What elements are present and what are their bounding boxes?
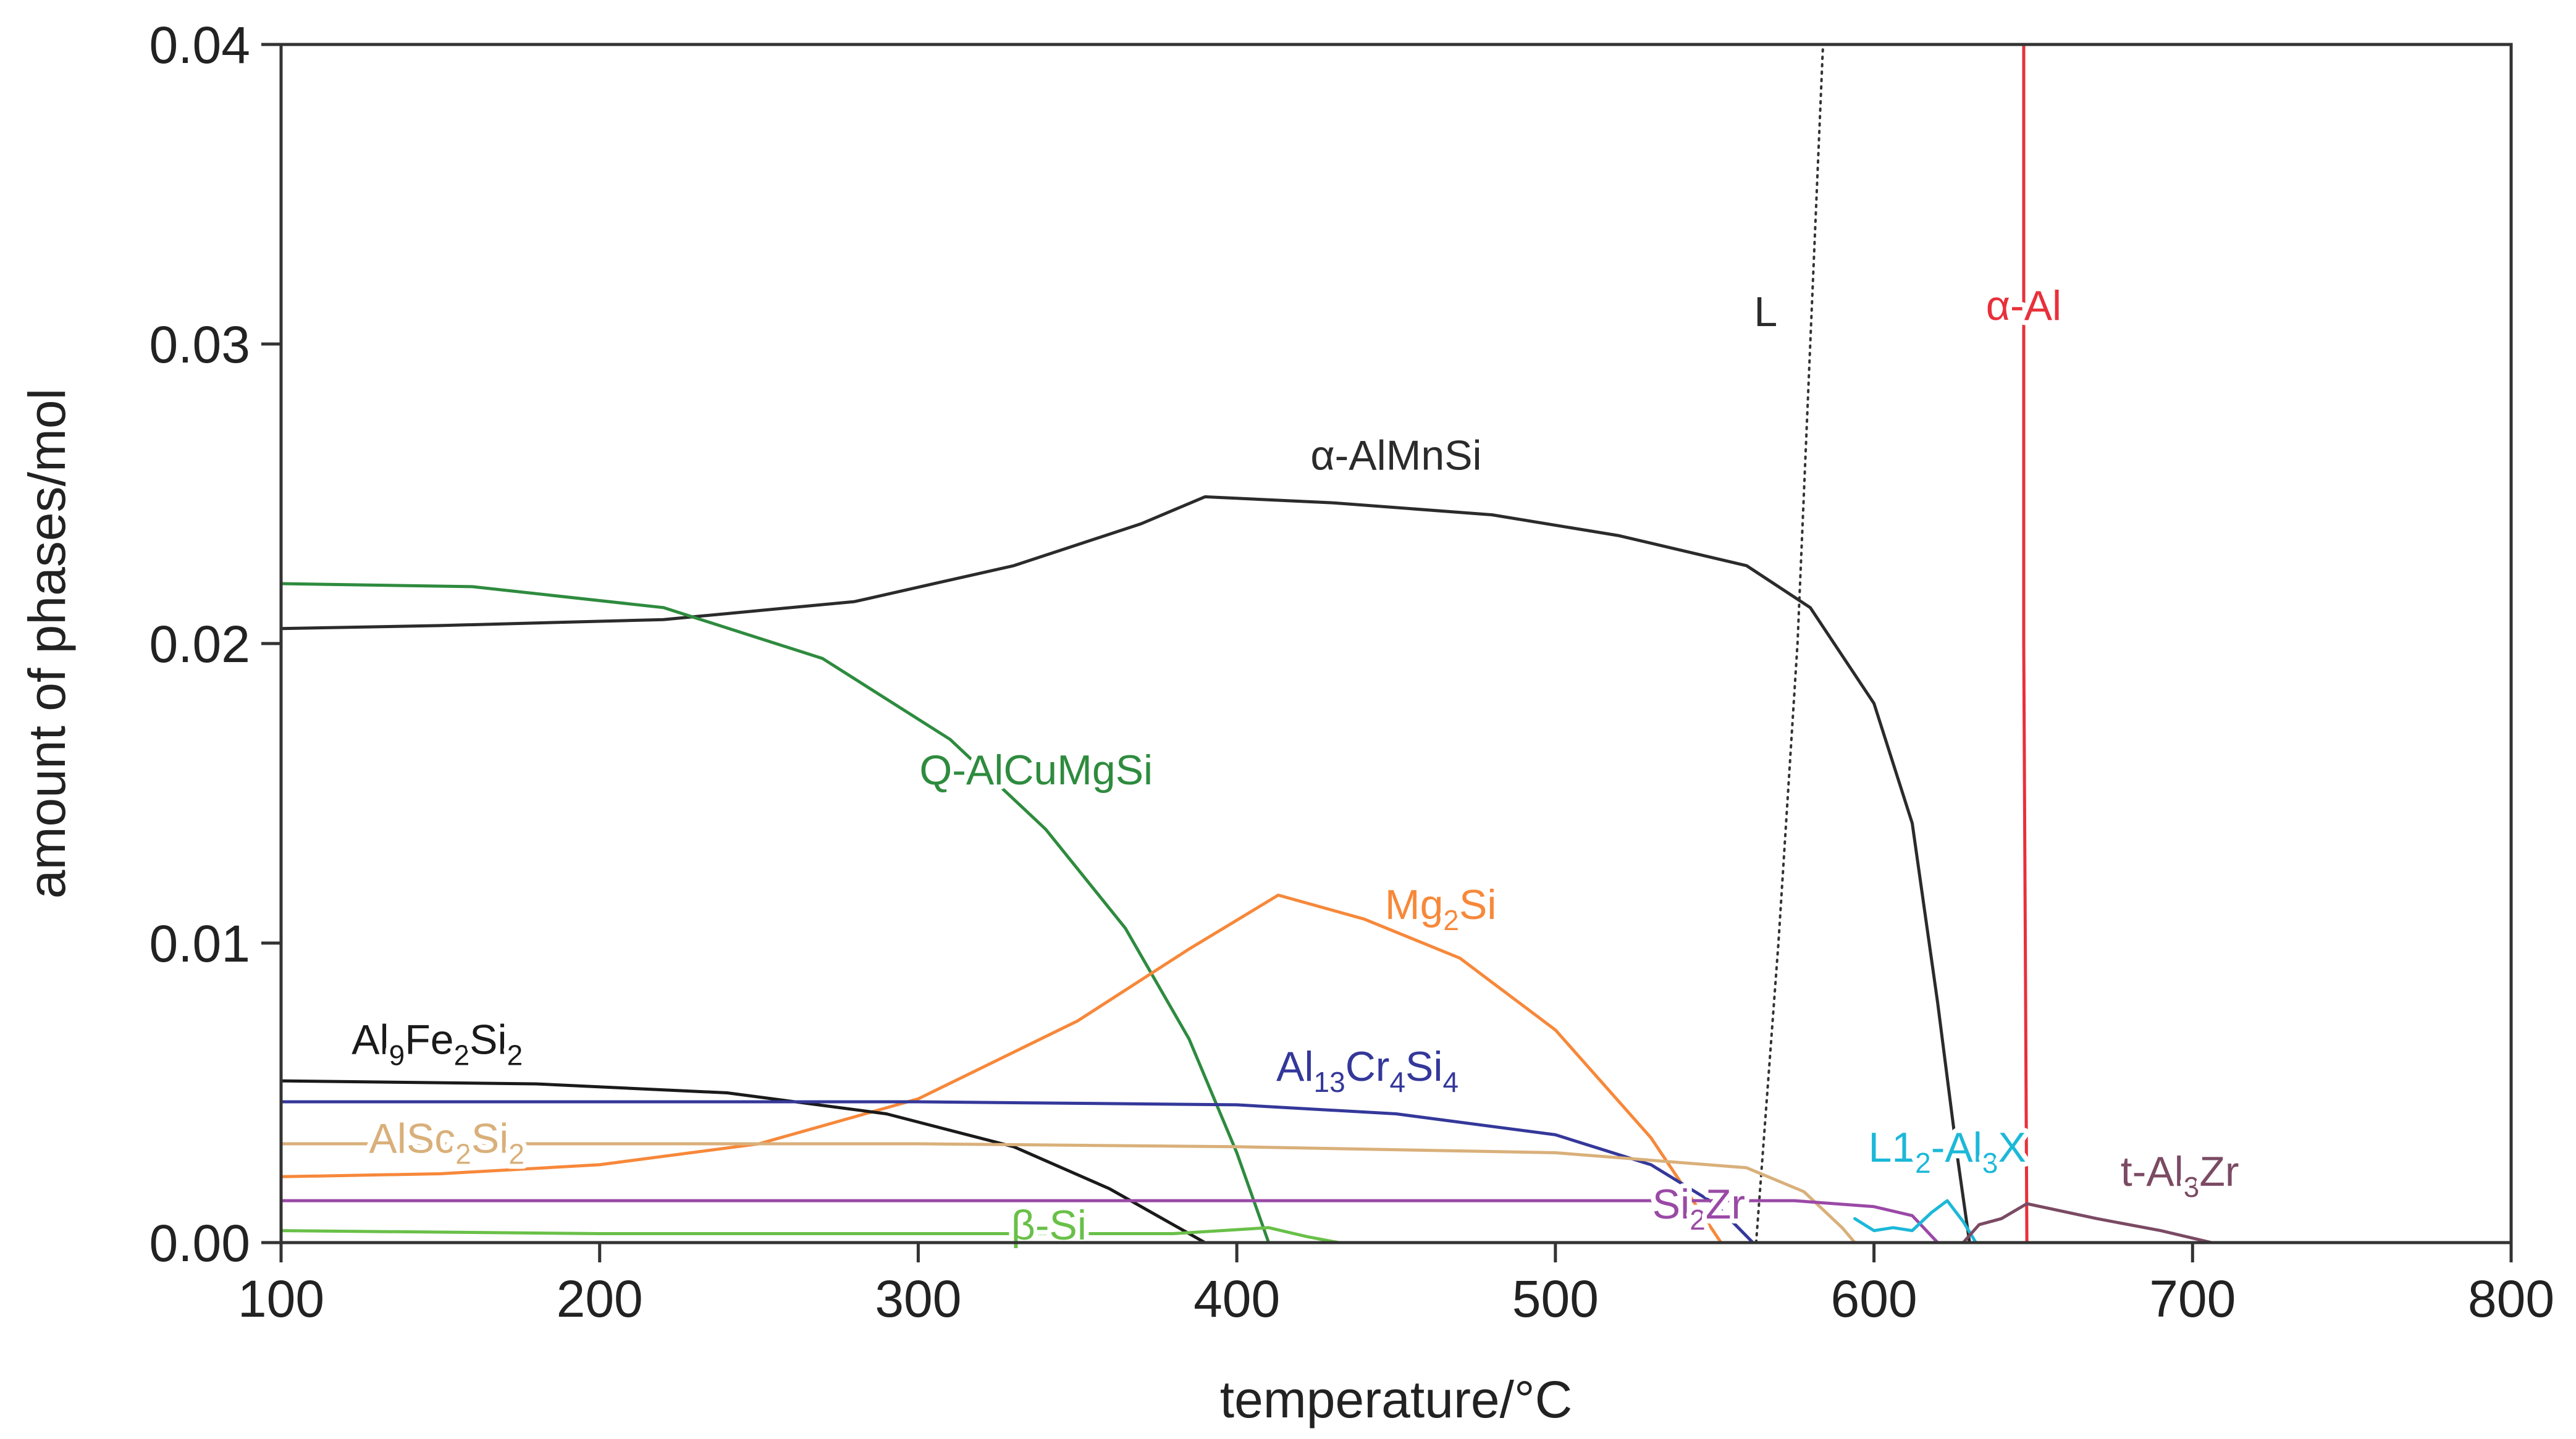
series-label-layer: α-AlMnSi L α-Al Q-AlCuMgSi Mg2Si Al9Fe2Si2 Al1… [347,277,2244,1254]
y-tick-label: 0.01 [149,915,251,973]
series-line-l1-al-x [1853,1199,1978,1244]
x-tick-label: 800 [2468,1270,2554,1328]
series-label-t-al3zr: t-Al3Zr [2121,1148,2239,1203]
y-axis-title: amount of phases/mol [18,388,76,899]
series-line-al-cr-si [279,1100,1755,1244]
series-line-si-zr [279,1199,1940,1244]
series-line-mg-si [279,893,1723,1244]
series-label-al13cr4si4: Al13Cr4Si4 [1276,1043,1458,1098]
series-label-l: L [1754,288,1777,335]
x-tick-label: 200 [557,1270,643,1328]
series-line-al [2022,43,2029,1244]
y-tick-label: 0.03 [149,316,251,374]
series-label-almnsi: α-AlMnSi [1310,432,1481,479]
series-label-al9fe2si2: Al9Fe2Si2 [351,1016,523,1071]
series-label-q-alcumgsi: Q-AlCuMgSi [919,747,1153,794]
x-tick-label: 100 [238,1270,324,1328]
series-line-si [279,1226,1341,1244]
series-label-al: α-Al [1986,282,2061,329]
series-label-alsc2si2: AlSc2Si2 [369,1115,524,1170]
y-tick-label: 0.02 [149,615,251,673]
x-axis-title: temperature/°C [1220,1370,1573,1429]
series-line-l [1754,43,1825,1244]
x-tick-label: 400 [1193,1270,1280,1328]
y-tick-label: 0.04 [149,16,251,74]
x-tick-label: 600 [1830,1270,1917,1328]
series-line-t-al-zr [1961,1202,2213,1244]
series-line-alsc-si [279,1142,1857,1244]
series-line-q-alcumgsi [279,582,1271,1244]
series-label-l12-al3x: L12-Al3X [1869,1124,2026,1179]
series-layer [279,43,2213,1244]
y-axis: 0.00 0.01 0.02 0.03 0.04 [149,16,281,1272]
x-tick-label: 700 [2149,1270,2236,1328]
y-tick-label: 0.00 [149,1214,251,1272]
x-tick-label: 500 [1512,1270,1599,1328]
x-tick-label: 300 [875,1270,961,1328]
series-label-si2zr: Si2Zr [1652,1181,1745,1236]
series-line-al-fe-si [279,1079,1207,1244]
series-line-almnsi [279,495,1971,1244]
x-axis: 100 200 300 400 500 600 700 800 [238,1243,2554,1328]
series-label-mg2si: Mg2Si [1385,881,1497,936]
plot-frame [279,43,2513,1244]
series-label-si: β-Si [1011,1202,1087,1249]
